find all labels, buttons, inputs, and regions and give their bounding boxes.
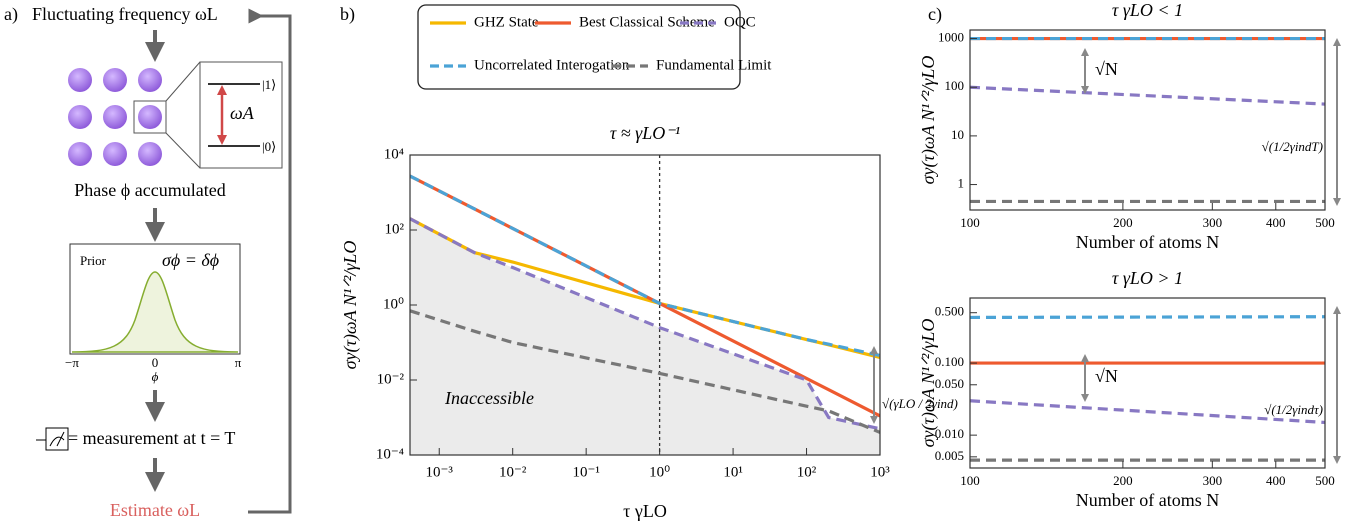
transition-label: ωA: [230, 103, 255, 123]
bracket-label: √(1/2γindτ): [1264, 402, 1323, 417]
x-tick-label: 200: [1113, 473, 1133, 488]
shaded-region: [410, 218, 880, 455]
y-tick-label: 0.500: [935, 304, 964, 319]
y-tick-label: 0.050: [935, 376, 964, 391]
meter-icon: [36, 427, 69, 451]
x-tick-label: 10⁻¹: [572, 464, 599, 480]
x-axis-label: Number of atoms N: [1076, 232, 1219, 252]
x-tick-label: 10⁰: [649, 464, 670, 480]
prior-curve: [71, 271, 239, 353]
x-axis-label: Number of atoms N: [1076, 490, 1219, 510]
x-tick-label: 400: [1266, 215, 1286, 230]
x-tick-label: 500: [1315, 473, 1335, 488]
x-tick-label: 500: [1315, 215, 1335, 230]
bracket-label: √(γLO / 2γind): [882, 396, 958, 411]
phase-text: Phase ϕ accumulated: [74, 180, 225, 200]
y-tick-label: 10⁻²: [377, 371, 405, 387]
y-axis-label: σy(τ)ωA N¹ᐟ²/γLO: [340, 241, 361, 370]
y-tick-label: 10⁻⁴: [376, 446, 404, 462]
bracket-label: √(1/2γindT): [1262, 139, 1323, 154]
prior-width: σϕ = δϕ: [162, 250, 219, 270]
series-line: [970, 85, 1325, 106]
x-tick-label: 10⁻³: [426, 464, 454, 480]
gap-label: √N: [1095, 366, 1118, 386]
x-tick-label: 100: [960, 215, 980, 230]
atoms: [68, 61, 283, 169]
chart-title: τ γLO < 1: [1112, 0, 1183, 20]
y-tick-label: 10²: [385, 221, 405, 237]
series-line: [970, 315, 1325, 320]
y-axis-label: σy(τ)ωA N¹ᐟ²/γLO: [918, 319, 939, 448]
axis-label: ϕ: [152, 369, 159, 384]
estimate-text: Estimate ωL: [110, 500, 200, 520]
plot-area: [410, 155, 880, 455]
panel-label: b): [340, 4, 355, 25]
panel-label: c): [928, 4, 942, 25]
plot-area: [970, 315, 1325, 462]
y-tick-label: 10: [951, 127, 964, 142]
x-axis-label: τ γLO: [623, 501, 667, 521]
level-label: |1⟩: [262, 77, 276, 92]
level-label: |0⟩: [262, 139, 276, 154]
axis-tick: 0: [152, 355, 159, 370]
x-tick-label: 10³: [870, 464, 890, 480]
series-line: [410, 217, 880, 431]
chart-title: τ ≈ γLO⁻¹: [610, 123, 680, 143]
y-tick-label: 10⁰: [383, 296, 404, 312]
panel-label: a): [4, 4, 18, 25]
legend-label: OQC: [724, 14, 756, 30]
x-tick-label: 200: [1113, 215, 1133, 230]
measurement-text: = measurement at t = T: [68, 428, 235, 448]
legend-label: GHZ State: [474, 14, 539, 30]
panel-a: a) Fluctuating frequency ωL |1⟩ |0⟩ ωA P…: [4, 4, 292, 520]
top-text: Fluctuating frequency ωL: [32, 4, 218, 24]
prior-label: Prior: [80, 253, 107, 268]
series-line: [970, 399, 1325, 425]
x-tick-label: 10²: [797, 464, 817, 480]
chart-title: τ γLO > 1: [1112, 268, 1183, 288]
axis-tick: π: [235, 355, 242, 370]
y-tick-label: 100: [945, 78, 965, 93]
y-tick-label: 1: [958, 176, 965, 191]
legend-box: [417, 4, 741, 90]
series-line: [410, 309, 880, 434]
feedback-arrow: [248, 8, 292, 514]
y-tick-label: 0.010: [935, 426, 964, 441]
legend-label: Fundamental Limit: [656, 57, 772, 73]
gap-label: √N: [1095, 59, 1118, 79]
axis-tick: −π: [65, 355, 79, 370]
x-tick-label: 10⁻²: [499, 464, 527, 480]
plot-frame: [969, 297, 1326, 469]
y-tick-label: 10⁴: [384, 146, 404, 162]
x-tick-label: 100: [960, 473, 980, 488]
region-label: Inaccessible: [444, 388, 534, 408]
y-tick-label: 0.100: [935, 354, 964, 369]
plot-frame: [969, 29, 1326, 211]
x-tick-label: 400: [1266, 473, 1286, 488]
series-line: [410, 174, 880, 358]
y-axis-label: σy(τ)ωA N¹ᐟ²/γLO: [918, 56, 939, 185]
x-tick-label: 10¹: [723, 464, 743, 480]
y-tick-label: 1000: [938, 30, 964, 45]
legend-label: Uncorrelated Interogation: [474, 57, 630, 73]
legend-label: Best Classical Scheme: [579, 14, 715, 30]
x-tick-label: 300: [1203, 215, 1223, 230]
plot-area: [970, 36, 1325, 204]
y-tick-label: 0.005: [935, 448, 964, 463]
x-tick-label: 300: [1203, 473, 1223, 488]
